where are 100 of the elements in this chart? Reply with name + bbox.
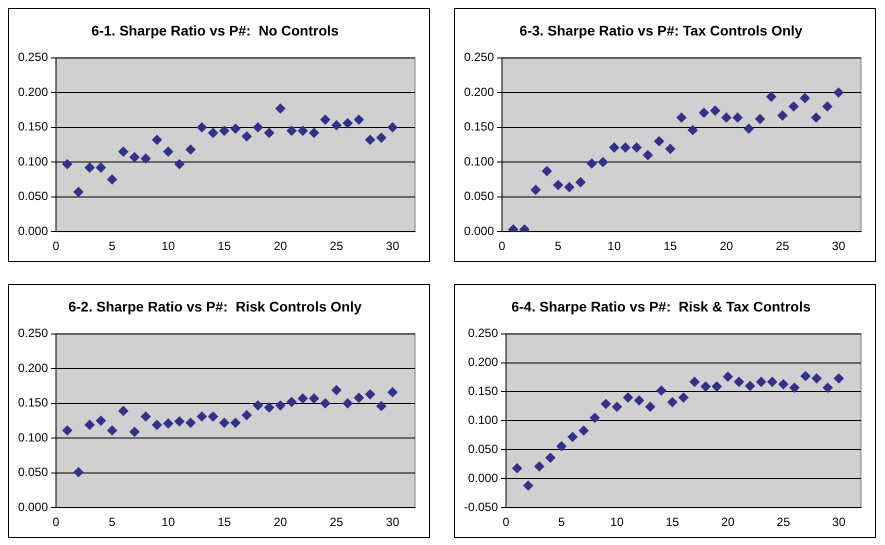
y-tick-label: 0.000 — [18, 224, 48, 238]
point — [834, 88, 844, 98]
point — [721, 112, 732, 123]
point — [376, 132, 386, 143]
x-tick-label: 10 — [608, 239, 622, 254]
point — [264, 128, 274, 138]
x-tick-label: 0 — [498, 239, 506, 254]
y-tick-label: 0.000 — [464, 224, 494, 238]
x-tick-label: 20 — [274, 239, 288, 254]
x-tick-label: 5 — [554, 239, 562, 254]
x-tick-label: 15 — [218, 239, 232, 254]
point — [208, 412, 218, 422]
point — [777, 110, 788, 120]
y-tick-label: 0.000 — [18, 500, 48, 514]
point — [376, 401, 386, 412]
point — [598, 157, 608, 168]
x-tick-label: 15 — [218, 515, 232, 530]
point — [73, 467, 84, 478]
point — [140, 154, 151, 164]
x-tick-label: 30 — [386, 515, 400, 530]
x-tick-label: 5 — [108, 239, 116, 254]
point — [163, 146, 174, 157]
y-tick-label: 0.250 — [468, 326, 498, 340]
point — [688, 125, 698, 136]
y-tick-label: 0.100 — [18, 430, 48, 444]
point — [800, 93, 810, 104]
point — [174, 159, 184, 170]
point — [275, 104, 286, 114]
point — [590, 412, 600, 423]
point — [242, 131, 252, 142]
point — [163, 418, 174, 428]
point — [645, 402, 656, 412]
x-tick-label: 10 — [162, 239, 176, 254]
point — [96, 416, 106, 426]
point — [252, 122, 263, 132]
point — [800, 371, 811, 382]
point — [130, 426, 140, 437]
point — [196, 412, 207, 422]
point — [654, 136, 664, 146]
point — [62, 159, 72, 170]
x-tick-label: 25 — [330, 515, 344, 530]
point — [320, 398, 330, 408]
point — [732, 112, 743, 123]
point — [789, 382, 800, 393]
point — [219, 418, 230, 428]
point — [309, 393, 320, 404]
point — [632, 142, 642, 152]
x-tick-label: 25 — [776, 515, 790, 530]
point — [722, 372, 733, 382]
point — [152, 420, 162, 430]
y-tick-label: 0.150 — [468, 384, 498, 398]
point — [512, 463, 522, 474]
point — [118, 406, 128, 416]
point — [712, 382, 722, 392]
x-tick-label: 25 — [776, 239, 790, 254]
point — [620, 142, 630, 152]
point — [812, 373, 822, 384]
y-tick-label: 0.200 — [468, 355, 498, 370]
point — [298, 126, 308, 136]
point — [634, 395, 644, 406]
point — [834, 373, 844, 384]
x-tick-label: 5 — [108, 515, 116, 530]
point — [609, 142, 620, 152]
point — [140, 412, 151, 422]
point — [309, 128, 320, 138]
x-tick-label: 20 — [274, 515, 288, 530]
y-tick-label: 0.100 — [18, 154, 48, 168]
x-tick-label: 30 — [832, 239, 846, 254]
point — [242, 410, 252, 420]
point — [755, 114, 766, 124]
x-tick-label: 0 — [502, 515, 510, 530]
point — [553, 180, 564, 190]
point — [219, 126, 230, 136]
point — [542, 166, 552, 176]
point — [84, 420, 95, 430]
chart-title: 6-3. Sharpe Ratio vs P#: Tax Controls Only — [520, 22, 803, 38]
point — [230, 418, 241, 428]
y-tick-label: 0.250 — [18, 326, 48, 340]
point — [365, 389, 376, 400]
point — [264, 402, 274, 412]
point — [130, 152, 140, 162]
point — [545, 452, 556, 463]
y-tick-label: 0.250 — [464, 50, 494, 64]
point — [676, 112, 687, 123]
point — [73, 186, 84, 197]
point — [556, 441, 566, 452]
point — [365, 134, 376, 145]
point — [642, 150, 653, 160]
point — [568, 432, 578, 442]
chart-title: 6-1. Sharpe Ratio vs P#: No Controls — [91, 22, 339, 38]
point — [342, 398, 353, 408]
point — [186, 144, 196, 155]
point — [174, 416, 184, 426]
point — [710, 106, 720, 116]
point — [275, 400, 286, 410]
x-tick-label: 10 — [162, 515, 176, 530]
y-tick-label: 0.000 — [468, 470, 498, 485]
point — [354, 392, 364, 403]
point — [286, 396, 297, 407]
point — [564, 182, 574, 192]
